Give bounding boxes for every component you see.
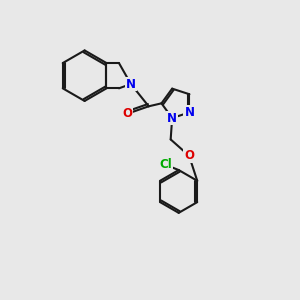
Text: O: O [122,107,132,120]
Text: Cl: Cl [159,158,172,171]
Text: N: N [126,77,136,91]
Text: N: N [184,106,194,119]
Text: O: O [184,149,194,162]
Text: N: N [167,112,177,124]
